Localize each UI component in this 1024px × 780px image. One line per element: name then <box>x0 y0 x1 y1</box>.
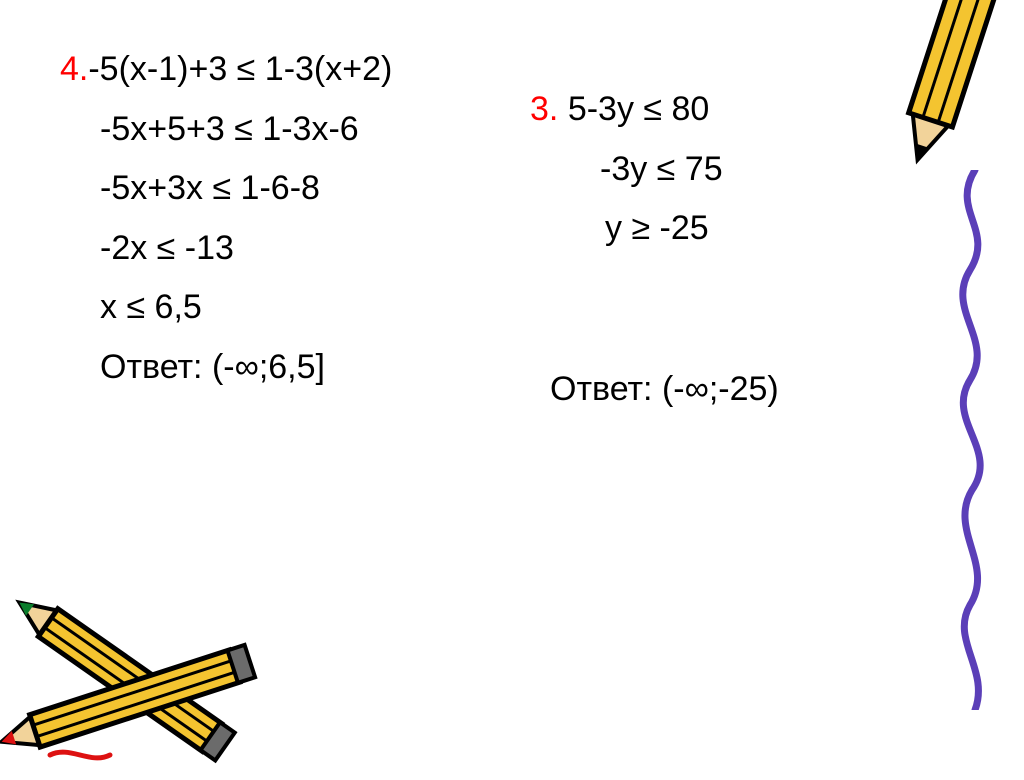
problem-3-answer: Ответ: (-∞;-25) <box>550 370 779 409</box>
squiggle-line-icon <box>940 170 1010 710</box>
problem-4-line-1: 4.-5(x-1)+3 ≤ 1-3(x+2) <box>60 40 392 100</box>
problem-3-number: 3. <box>530 90 558 128</box>
problem-4-line-2: -5x+5+3 ≤ 1-3x-6 <box>60 100 392 160</box>
problem-4-answer: Ответ: (-∞;6,5] <box>60 338 392 398</box>
problem-4-line-3: -5x+3x ≤ 1-6-8 <box>60 159 392 219</box>
problem-4-number: 4. <box>60 50 88 88</box>
problem-3-expr-1: 5-3y ≤ 80 <box>568 90 710 128</box>
problem-4-line-5: x ≤ 6,5 <box>60 278 392 338</box>
problem-3-line-2: -3y ≤ 75 <box>530 140 723 200</box>
pencil-top-right-icon <box>860 0 1024 190</box>
problem-3: 3. 5-3y ≤ 80 -3y ≤ 75 y ≥ -25 <box>530 80 723 259</box>
problem-4-line-4: -2x ≤ -13 <box>60 219 392 279</box>
problem-3-line-3: y ≥ -25 <box>530 199 723 259</box>
problem-4-expr-1: -5(x-1)+3 ≤ 1-3(x+2) <box>88 50 392 88</box>
pencils-bottom-left-icon <box>0 560 290 780</box>
problem-3-line-1: 3. 5-3y ≤ 80 <box>530 80 723 140</box>
problem-4: 4.-5(x-1)+3 ≤ 1-3(x+2) -5x+5+3 ≤ 1-3x-6 … <box>60 40 392 397</box>
